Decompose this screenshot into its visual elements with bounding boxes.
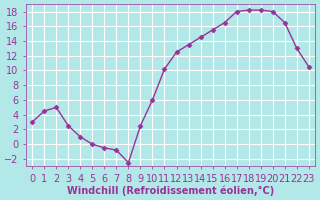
X-axis label: Windchill (Refroidissement éolien,°C): Windchill (Refroidissement éolien,°C) [67, 185, 274, 196]
